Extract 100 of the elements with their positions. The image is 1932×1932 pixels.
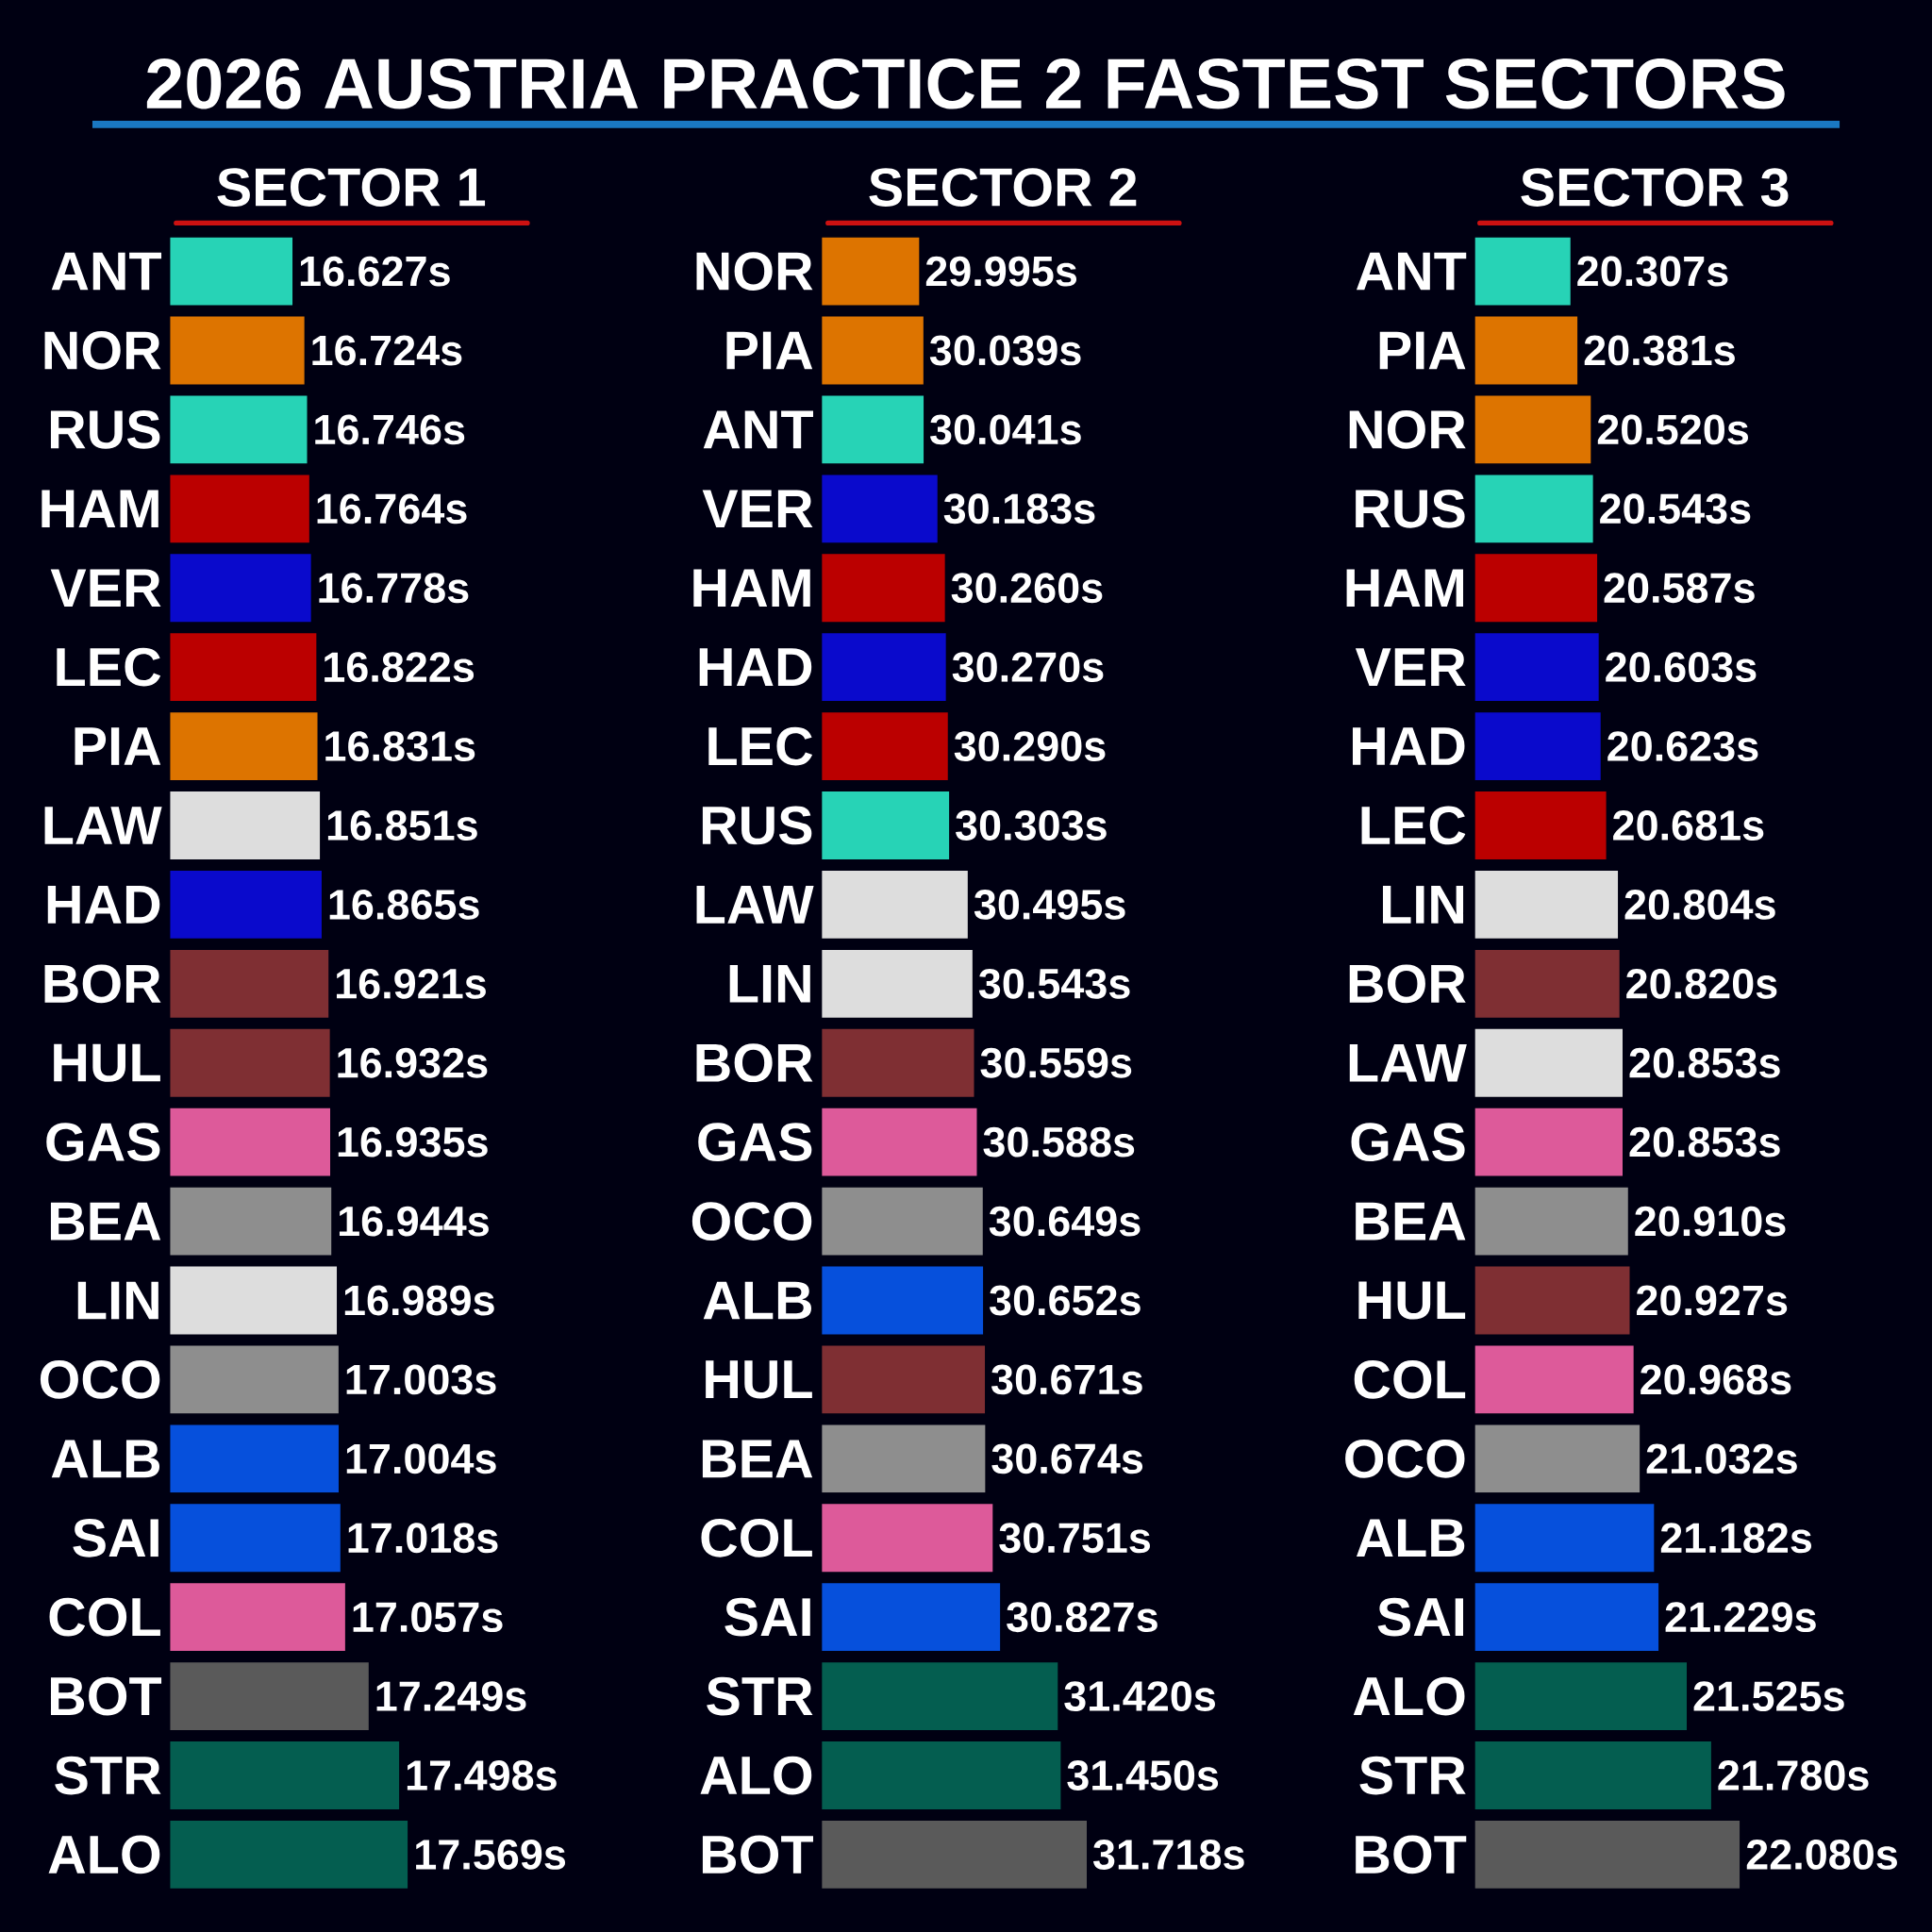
- data-label: 20.543s: [1600, 493, 1751, 525]
- data-label: 20.520s: [1597, 414, 1748, 445]
- data-label: 21.032s: [1646, 1443, 1797, 1474]
- y-tick-label: LEC: [57, 647, 161, 687]
- y-tick-label: HAD: [1352, 727, 1465, 765]
- data-label: 20.587s: [1604, 573, 1755, 604]
- data-label: 20.927s: [1637, 1285, 1788, 1316]
- y-tick-label: ANT: [1356, 252, 1467, 291]
- y-tick-label: BEA: [1356, 1202, 1466, 1241]
- y-tick-label: RUS: [1356, 489, 1465, 528]
- y-tick-label: HAM: [693, 569, 810, 608]
- y-tick-label: RUS: [50, 410, 160, 449]
- y-tick-label: ALB: [703, 1281, 811, 1320]
- chart-subtitle: SECTOR 1: [217, 168, 486, 207]
- data-label: 17.057s: [353, 1602, 503, 1633]
- y-tick-label: ALB: [51, 1440, 160, 1478]
- data-label: 30.270s: [952, 652, 1104, 683]
- data-label: 30.671s: [991, 1364, 1142, 1395]
- y-tick-label: OCO: [40, 1360, 160, 1399]
- y-tick-label: VER: [702, 490, 813, 528]
- data-label: 16.851s: [327, 810, 477, 841]
- y-tick-label: ALO: [1353, 1676, 1465, 1716]
- data-label: 20.968s: [1641, 1364, 1791, 1395]
- data-label: 20.681s: [1613, 810, 1764, 841]
- y-tick-label: HUL: [54, 1043, 160, 1082]
- y-tick-label: RUS: [702, 806, 812, 845]
- data-label: 21.780s: [1718, 1760, 1869, 1790]
- y-tick-label: NOR: [1349, 410, 1466, 449]
- data-label: 16.778s: [319, 573, 469, 604]
- data-label: 30.827s: [1007, 1602, 1158, 1633]
- data-label: 21.229s: [1665, 1602, 1816, 1633]
- data-label: 16.724s: [312, 335, 462, 366]
- data-label: 20.603s: [1606, 652, 1757, 683]
- data-label: 31.420s: [1064, 1681, 1215, 1712]
- data-label: 16.627s: [300, 256, 450, 287]
- y-tick-label: GAS: [698, 1123, 812, 1162]
- data-label: 30.495s: [974, 889, 1125, 920]
- y-tick-label: BOT: [1356, 1835, 1467, 1874]
- data-label: 31.718s: [1092, 1840, 1244, 1870]
- y-tick-label: PIA: [75, 727, 161, 765]
- y-tick-label: BOR: [696, 1043, 813, 1083]
- y-tick-label: LIN: [729, 965, 810, 1003]
- y-tick-label: PIA: [726, 331, 813, 370]
- y-tick-label: SAI: [1377, 1597, 1464, 1637]
- data-label: 20.381s: [1584, 335, 1735, 366]
- y-tick-label: HAM: [1346, 569, 1463, 608]
- y-tick-label: LAW: [696, 886, 814, 924]
- data-label: 17.018s: [348, 1523, 498, 1554]
- y-tick-label: BEA: [50, 1202, 161, 1241]
- data-label: 20.853s: [1629, 1126, 1780, 1158]
- chart-subtitle: SECTOR 2: [869, 168, 1137, 207]
- data-label: 17.003s: [346, 1364, 496, 1395]
- data-label: 30.559s: [980, 1047, 1132, 1078]
- y-tick-label: SAI: [724, 1597, 810, 1637]
- y-tick-label: GAS: [46, 1123, 160, 1162]
- data-label: 20.853s: [1629, 1047, 1780, 1078]
- y-tick-label: BOR: [44, 964, 161, 1004]
- y-tick-label: GAS: [1351, 1123, 1465, 1162]
- y-tick-label: COL: [1354, 1360, 1466, 1399]
- data-label: 30.588s: [983, 1126, 1135, 1158]
- y-tick-label: HAD: [47, 886, 160, 924]
- data-label: 22.080s: [1746, 1840, 1897, 1870]
- y-tick-label: ALO: [700, 1756, 812, 1795]
- y-tick-label: BOT: [702, 1835, 814, 1874]
- y-tick-label: NOR: [44, 331, 161, 370]
- data-label: 16.944s: [339, 1206, 489, 1237]
- y-tick-label: STR: [707, 1676, 813, 1716]
- data-label: 17.569s: [416, 1840, 566, 1870]
- y-tick-label: LAW: [44, 807, 162, 844]
- data-label: 17.498s: [407, 1760, 557, 1790]
- y-tick-label: LIN: [1382, 886, 1464, 924]
- data-label: 16.921s: [336, 968, 486, 999]
- data-label: 16.989s: [344, 1285, 494, 1316]
- data-label: 16.865s: [329, 890, 479, 920]
- data-label: 17.004s: [346, 1443, 496, 1474]
- chart-subtitle: SECTOR 3: [1521, 168, 1789, 207]
- y-tick-label: ALB: [1356, 1519, 1465, 1557]
- y-tick-label: STR: [55, 1756, 161, 1795]
- y-tick-label: LEC: [708, 726, 813, 766]
- data-label: 31.450s: [1067, 1760, 1219, 1790]
- y-tick-label: HUL: [1358, 1281, 1466, 1320]
- data-label: 16.932s: [338, 1047, 488, 1078]
- y-tick-label: LEC: [1361, 806, 1466, 845]
- data-label: 30.303s: [956, 810, 1107, 841]
- data-label: 30.543s: [978, 968, 1130, 999]
- data-label: 16.764s: [317, 493, 467, 525]
- data-label: 16.746s: [315, 414, 465, 445]
- y-tick-label: VER: [1355, 648, 1466, 686]
- data-label: 16.822s: [325, 652, 475, 683]
- y-tick-label: OCO: [691, 1202, 812, 1241]
- data-label: 30.041s: [930, 414, 1081, 445]
- data-label: 30.649s: [989, 1206, 1141, 1237]
- y-tick-label: OCO: [1345, 1439, 1465, 1478]
- y-tick-label: BEA: [702, 1440, 813, 1478]
- data-label: 30.751s: [999, 1523, 1150, 1554]
- data-label: 20.820s: [1626, 968, 1777, 999]
- y-tick-label: LAW: [1349, 1043, 1467, 1082]
- data-label: 17.249s: [376, 1681, 526, 1712]
- y-tick-label: HAD: [699, 648, 812, 686]
- y-tick-label: COL: [701, 1518, 812, 1557]
